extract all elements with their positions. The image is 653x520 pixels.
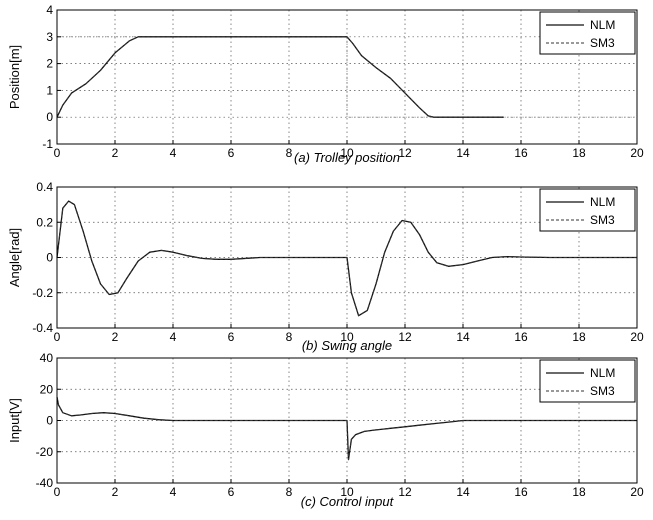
series-line-nlm [56, 36, 504, 118]
y-axis-label: Angle[rad] [7, 228, 22, 287]
y-tick-label: -0.2 [32, 286, 53, 300]
y-tick-label: -20 [36, 445, 54, 459]
x-tick-label: 0 [54, 485, 61, 499]
x-tick-label: 20 [630, 485, 644, 499]
x-tick-label: 4 [170, 330, 177, 344]
x-tick-label: 12 [398, 146, 412, 160]
legend-label-sm3: SM3 [590, 213, 615, 227]
panel-caption: (a) Trolley position [294, 150, 400, 165]
series-line-nlm [56, 396, 637, 461]
y-tick-label: 0.4 [36, 180, 53, 194]
x-tick-label: 0 [54, 146, 61, 160]
y-tick-label: 1 [46, 83, 53, 97]
x-tick-label: 18 [572, 485, 586, 499]
panel-2: 0 2 4 6 8 10 12 14 16 18 20 -0.4 -0.2 0 0.2 0.4 Angle[ra… [7, 180, 644, 353]
x-tick-label: 12 [398, 485, 412, 499]
x-tick-label: 0 [54, 330, 61, 344]
x-tick-label: 16 [514, 146, 528, 160]
y-tick-label: 2 [46, 57, 53, 71]
x-tick-label: 4 [170, 146, 177, 160]
x-tick-label: 12 [398, 330, 412, 344]
x-tick-label: 2 [112, 485, 119, 499]
y-tick-label: 0.2 [36, 215, 53, 229]
x-tick-label: 16 [514, 485, 528, 499]
legend-label-nlm: NLM [590, 195, 615, 209]
x-tick-label: 10 [340, 146, 354, 160]
legend-box [539, 188, 636, 232]
x-tick-label: 8 [286, 485, 293, 499]
y-tick-label: 20 [40, 382, 54, 396]
y-tick-label: 0 [46, 110, 53, 124]
x-tick-label: 14 [456, 485, 470, 499]
y-axis-label: Position[m] [7, 45, 22, 109]
y-tick-label: 0 [46, 414, 53, 428]
legend-box [539, 359, 636, 403]
y-tick-label: 0 [46, 251, 53, 265]
legend: NLM SM3 [539, 359, 636, 403]
legend-label-nlm: NLM [590, 18, 615, 32]
x-tick-label: 8 [286, 146, 293, 160]
legend-label-nlm: NLM [590, 366, 615, 380]
x-tick-label: 6 [228, 146, 235, 160]
legend-box [539, 11, 636, 55]
legend-label-sm3: SM3 [590, 384, 615, 398]
x-tick-label: 2 [112, 146, 119, 160]
x-tick-label: 20 [630, 146, 644, 160]
legend: NLM SM3 [539, 188, 636, 232]
y-tick-label: 4 [46, 3, 53, 17]
y-axis-label: Input[V] [7, 398, 22, 443]
panel-caption: (c) Control input [301, 494, 395, 509]
x-tick-label: 16 [514, 330, 528, 344]
x-tick-label: 4 [170, 485, 177, 499]
x-tick-label: 14 [456, 330, 470, 344]
x-tick-label: 20 [630, 330, 644, 344]
x-tick-label: 14 [456, 146, 470, 160]
y-tick-label: 40 [40, 351, 54, 365]
y-tick-label: -40 [36, 476, 54, 490]
y-tick-label: 3 [46, 30, 53, 44]
series-line-sm3 [56, 36, 504, 118]
x-tick-label: 10 [340, 330, 354, 344]
x-tick-label: 6 [228, 330, 235, 344]
x-tick-label: 18 [572, 330, 586, 344]
legend: NLM SM3 [539, 11, 636, 55]
x-tick-label: 18 [572, 146, 586, 160]
series-line-nlm [56, 200, 637, 317]
y-tick-label: -0.4 [32, 321, 53, 335]
panel-3: 0 2 4 6 8 10 12 14 16 18 20 -40 -20 0 20 40 Input[V] (c) … [7, 351, 644, 509]
x-tick-label: 6 [228, 485, 235, 499]
x-tick-label: 2 [112, 330, 119, 344]
x-tick-label: 10 [340, 485, 354, 499]
legend-label-sm3: SM3 [590, 36, 615, 50]
x-tick-label: 8 [286, 330, 293, 344]
y-tick-label: -1 [42, 137, 53, 151]
series-line-sm3 [56, 397, 637, 461]
panel-caption: (b) Swing angle [302, 338, 392, 353]
